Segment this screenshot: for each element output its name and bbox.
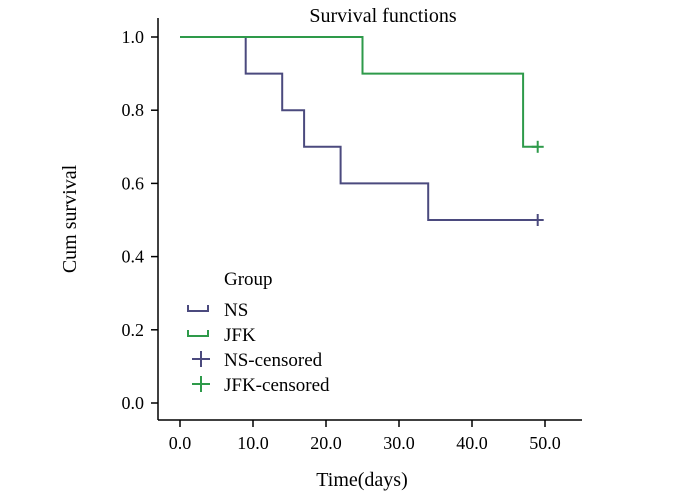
axes [157,18,582,421]
legend-label: JFK [224,325,256,346]
y-tick-label: 0.4 [122,247,145,267]
x-tick-label: 40.0 [456,433,488,453]
legend-label: NS-censored [224,350,323,371]
x-axis-label: Time(days) [316,469,407,491]
chart-title: Survival functions [309,5,456,27]
x-tick-label: 50.0 [529,433,561,453]
legend-entry: NS [187,300,248,321]
x-tick-label: 30.0 [383,433,415,453]
legend-step-symbol [187,305,209,312]
series-jfk-line [180,36,538,148]
legend-entry: JFK-censored [192,375,330,396]
ticks: 0.0 10.0 20.0 30.0 40.0 50.0 0.0 0.2 0.4 0.6 0.8 1.… [122,27,561,453]
censor-mark-jfk [531,140,544,153]
censor-mark-ns [531,214,544,226]
series-layer [180,36,544,226]
legend-step-symbol [187,330,209,337]
y-tick-label: 0.2 [122,320,145,340]
y-axis-label: Cum survival [59,164,81,273]
y-tick-label: 0.6 [122,173,145,193]
legend-label: JFK-censored [224,375,330,396]
x-tick-label: 10.0 [237,433,269,453]
y-tick-label: 0.8 [122,100,145,120]
x-tick-label: 0.0 [169,433,192,453]
legend-title: Group [224,269,273,290]
legend: Group NS JFK NS-censored JFK-censored [187,269,330,396]
y-tick-label: 1.0 [122,27,145,47]
legend-entry: JFK [187,325,256,346]
x-tick-label: 20.0 [310,433,342,453]
legend-label: NS [224,300,248,321]
y-tick-label: 0.0 [122,393,145,413]
legend-entry: NS-censored [192,350,323,371]
series-ns-line [180,36,538,221]
